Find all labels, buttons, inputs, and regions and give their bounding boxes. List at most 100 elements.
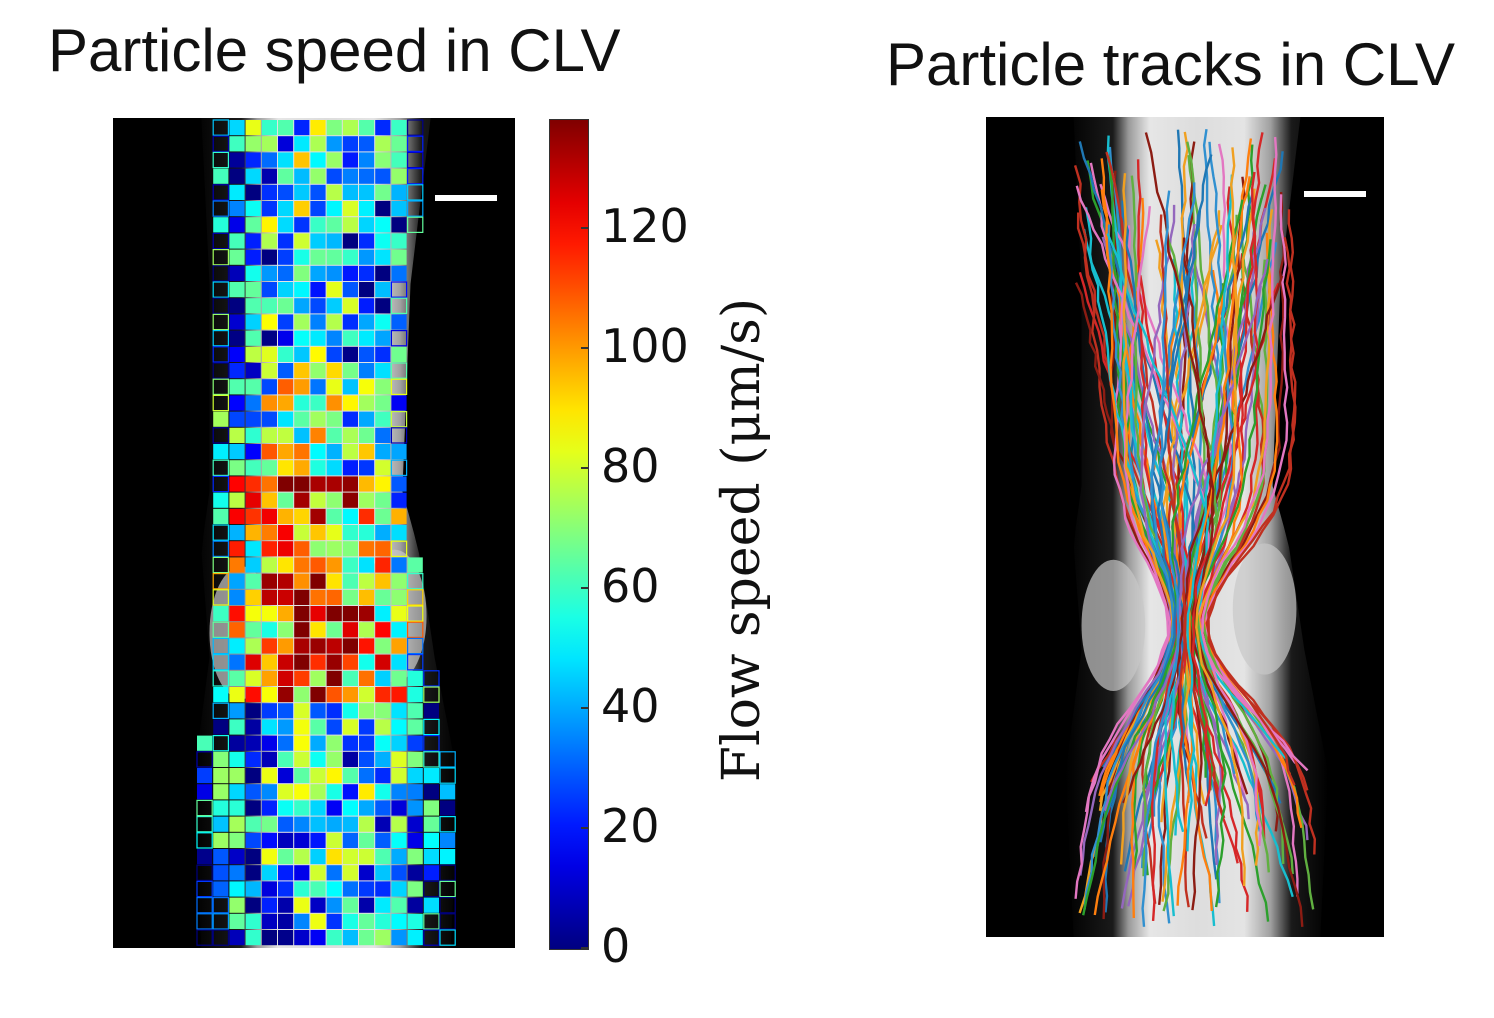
heatmap-cell [294, 152, 310, 168]
heatmap-cell [375, 735, 391, 751]
heatmap-cell [326, 832, 342, 848]
heatmap-cell [440, 832, 456, 848]
heatmap-cell [375, 427, 391, 443]
heatmap-cell [213, 768, 229, 784]
heatmap-cell [212, 378, 229, 396]
heatmap-cell [342, 622, 358, 638]
heatmap-cell [294, 800, 310, 816]
heatmap-cell [229, 136, 245, 152]
heatmap-cell [359, 735, 375, 751]
heatmap-cell [245, 573, 261, 589]
heatmap-cell [278, 136, 294, 152]
heatmap-cell [278, 411, 294, 427]
heatmap-cell [212, 621, 229, 639]
heatmap-cell [261, 363, 277, 379]
heatmap-cell [229, 800, 245, 816]
heatmap-cell [261, 768, 277, 784]
heatmap-cell [375, 913, 391, 929]
heatmap-cell [294, 444, 310, 460]
heatmap-cell [375, 881, 391, 897]
heatmap-cell [423, 865, 439, 881]
heatmap-cell [212, 330, 229, 347]
heatmap-cell [294, 832, 310, 848]
heatmap-cell [326, 120, 342, 136]
heatmap-cell [261, 508, 277, 524]
heatmap-cell [391, 832, 407, 848]
heatmap-cell [391, 865, 407, 881]
heatmap-cell [390, 362, 408, 379]
heatmap-cell [375, 444, 391, 460]
heatmap-cell [245, 897, 261, 913]
heatmap-cell [375, 120, 391, 136]
heatmap-cell [342, 849, 358, 865]
heatmap-cell [326, 881, 342, 897]
heatmap-cell [278, 152, 294, 168]
heatmap-cell [245, 249, 261, 265]
heatmap-cell [359, 832, 375, 848]
heatmap-cell [310, 217, 326, 233]
heatmap-cell [245, 735, 261, 751]
heatmap-cell [359, 249, 375, 265]
heatmap-cell [359, 444, 375, 460]
heatmap-cell [391, 444, 407, 460]
particle-track [1093, 176, 1251, 916]
heatmap-cell [294, 768, 310, 784]
heatmap-cell [407, 637, 424, 655]
heatmap-cell [245, 120, 261, 136]
heatmap-cell [245, 298, 261, 314]
heatmap-cell [196, 929, 213, 946]
heatmap-cell [229, 492, 245, 508]
heatmap-cell [278, 897, 294, 913]
heatmap-cell [261, 136, 277, 152]
heatmap-cell [278, 735, 294, 751]
heatmap-cell [359, 217, 375, 233]
heatmap-cell [278, 784, 294, 800]
heatmap-cell [310, 136, 326, 152]
heatmap-cell [261, 930, 277, 946]
heatmap-cell [342, 816, 358, 832]
heatmap-cell [407, 135, 424, 153]
heatmap-cell [342, 865, 358, 881]
heatmap-cell [229, 184, 245, 200]
heatmap-cell [278, 249, 294, 265]
particle-track [1122, 275, 1284, 804]
heatmap-cell [245, 703, 261, 719]
heatmap-cell [212, 896, 229, 914]
heatmap-cell [278, 395, 294, 411]
heatmap-cell [245, 638, 261, 654]
heatmap-cell [407, 913, 423, 929]
heatmap-cell [310, 298, 326, 314]
heatmap-cell [278, 201, 294, 217]
heatmap-cell [261, 217, 277, 233]
heatmap-cell [245, 363, 261, 379]
heatmap-cell [326, 460, 342, 476]
heatmap-cell [326, 751, 342, 767]
heatmap-cell [326, 719, 342, 735]
heatmap-cell [391, 816, 407, 832]
heatmap-cell [326, 897, 342, 913]
heatmap-cell [229, 346, 245, 362]
particle-track [1195, 147, 1246, 887]
heatmap-cell [359, 541, 375, 557]
heatmap-cell [310, 800, 326, 816]
left-panel-title: Particle speed in CLV [48, 17, 621, 84]
heatmap-cell [294, 330, 310, 346]
heatmap-cell [229, 395, 245, 411]
heatmap-cell [359, 492, 375, 508]
particle-track [1176, 138, 1253, 906]
heatmap-cell [375, 201, 391, 217]
heatmap-cell [375, 233, 391, 249]
heatmap-cell [229, 363, 245, 379]
heatmap-cell [375, 136, 391, 152]
heatmap-cell [359, 913, 375, 929]
heatmap-cell [310, 784, 326, 800]
heatmap-cell [342, 444, 358, 460]
heatmap-cell [423, 913, 440, 930]
heatmap-cell [245, 832, 261, 848]
particle-track [1074, 206, 1171, 899]
heatmap-cell [310, 638, 326, 654]
heatmap-cell [326, 330, 342, 346]
heatmap-cell [261, 476, 277, 492]
heatmap-cell [278, 363, 294, 379]
heatmap-cell [294, 411, 310, 427]
